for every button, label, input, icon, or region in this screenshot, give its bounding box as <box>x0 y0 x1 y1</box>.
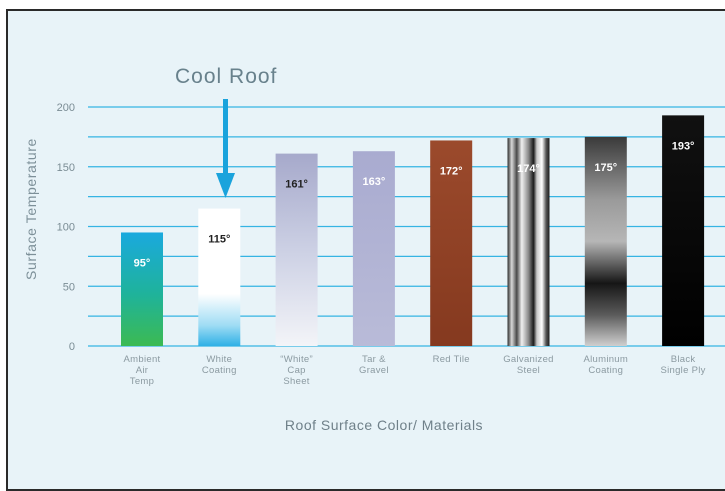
y-tick-label: 150 <box>57 162 75 174</box>
y-axis-title: Surface Temperature <box>23 138 39 280</box>
cool-roof-annotation: Cool Roof <box>175 65 277 88</box>
bar-3 <box>352 151 395 346</box>
y-tick-label: 50 <box>63 281 75 293</box>
chart-frame: 0 50 100 150 200 95° 115° 161° 163° 172° 174° 175°… <box>6 9 725 491</box>
value-label: 174° <box>517 163 540 175</box>
bar-2 <box>275 153 318 346</box>
value-label: 161° <box>285 179 308 191</box>
category-label: Coating <box>202 365 237 376</box>
value-label: 163° <box>363 176 386 188</box>
category-label: Single Ply <box>660 365 705 376</box>
bar-7 <box>662 115 705 347</box>
category-label: Steel <box>517 365 540 376</box>
category-labels: AmbientAirTempWhiteCoating“White”CapShee… <box>124 354 706 387</box>
cool-roof-arrow-icon <box>216 99 235 198</box>
bar-6 <box>584 136 627 346</box>
category-label: Coating <box>588 365 623 376</box>
gridlines <box>88 106 725 347</box>
category-label: Cap <box>287 365 305 376</box>
y-tick-label: 0 <box>69 341 75 353</box>
bar-1 <box>198 208 241 346</box>
value-label: 95° <box>134 257 151 269</box>
value-labels: 95° 115° 161° 163° 172° 174° 175° 193° <box>134 140 695 269</box>
y-tick-label: 100 <box>57 222 75 234</box>
category-label: Temp <box>130 376 154 387</box>
category-label: Red Tile <box>433 354 470 365</box>
category-label: Ambient <box>124 354 161 365</box>
category-label: Sheet <box>283 376 309 387</box>
category-label: Black <box>671 354 696 365</box>
bar-5 <box>507 138 550 346</box>
bar-0 <box>121 232 163 346</box>
category-label: Galvanized <box>503 354 554 365</box>
bar-chart: 0 50 100 150 200 95° 115° 161° 163° 172° 174° 175°… <box>23 65 725 433</box>
value-label: 115° <box>208 234 230 246</box>
category-label: “White” <box>280 354 313 365</box>
bars <box>121 115 705 347</box>
category-label: Aluminum <box>583 354 628 365</box>
category-label: Gravel <box>359 365 389 376</box>
value-label: 175° <box>594 162 617 174</box>
bar-4 <box>430 140 473 346</box>
category-label: Tar & <box>362 354 386 365</box>
value-label: 193° <box>672 140 695 152</box>
x-axis-title: Roof Surface Color/ Materials <box>285 417 483 433</box>
value-label: 172° <box>440 165 463 177</box>
y-tick-labels: 0 50 100 150 200 <box>57 102 75 353</box>
category-label: White <box>206 354 232 365</box>
y-tick-label: 200 <box>57 102 75 114</box>
category-label: Air <box>136 365 149 376</box>
